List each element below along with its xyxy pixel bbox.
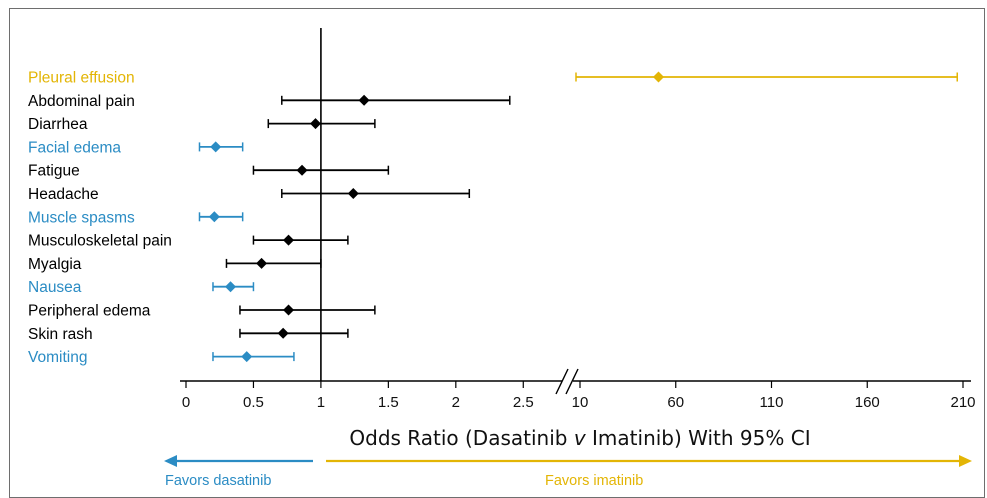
category-label: Myalgia [28,256,82,273]
x-axis: 0 0.5 1 1.5 2 2.5 10 60 110 160 210 [180,28,976,411]
axis-title-and-favors: Odds Ratio (Dasatinib v Imatinib) With 9… [164,426,972,489]
or-diamond [241,351,253,363]
category-label: Headache [28,186,99,203]
category-label: Abdominal pain [28,93,135,110]
ci-lines-group [198,72,959,362]
category-label: Facial edema [28,139,121,156]
favors-imatinib-arrowhead [959,455,972,467]
or-diamond [358,94,370,106]
x-tick-label: 210 [950,394,975,411]
or-diamond [283,304,295,316]
or-diamond [256,257,268,269]
or-diamond [310,118,322,130]
category-label: Diarrhea [28,116,88,133]
favors-imatinib-label: Favors imatinib [545,473,643,489]
x-tick-label: 0.5 [243,394,264,411]
x-axis-title-part-2: Imatinib) With 95% CI [586,426,811,450]
category-label: Skin rash [28,326,93,343]
point-markers [208,71,665,363]
category-label: Pleural effusion [28,70,135,87]
x-tick-label: 60 [667,394,684,411]
x-tick-label: 2 [452,394,460,411]
x-tick-label: 0 [182,394,190,411]
chart-frame [9,8,985,498]
x-tick-label: 2.5 [513,394,534,411]
category-label: Vomiting [28,349,87,366]
or-diamond [277,327,289,339]
x-tick-label: 1.5 [378,394,399,411]
category-label: Musculoskeletal pain [28,233,172,250]
x-tick-label: 110 [760,394,784,411]
or-diamond [210,141,222,153]
x-axis-title-part-1: Odds Ratio (Dasatinib [349,426,573,450]
favors-dasatinib-label: Favors dasatinib [165,473,271,489]
or-diamond [208,211,220,223]
x-tick-label: 160 [855,394,880,411]
category-label: Fatigue [28,163,80,180]
favors-dasatinib-arrowhead [164,455,177,467]
axis-break-slash-1 [555,368,569,395]
x-tick-label: 10 [572,394,589,411]
category-labels: Pleural effusion Abdominal pain Diarrhea Fa… [28,70,172,367]
or-diamond [283,234,295,246]
category-label: Muscle spasms [28,209,135,226]
or-diamond [225,281,237,293]
category-label: Peripheral edema [28,303,151,320]
category-label: Nausea [28,279,82,296]
axis-break-slash-2 [565,368,579,395]
x-tick-label: 1 [317,394,325,411]
or-diamond [296,164,308,176]
x-axis-title: Odds Ratio (Dasatinib v Imatinib) With 9… [349,426,810,450]
or-diamond [347,188,359,199]
or-diamond [653,71,665,83]
x-axis-title-italic-v: v [574,426,587,450]
